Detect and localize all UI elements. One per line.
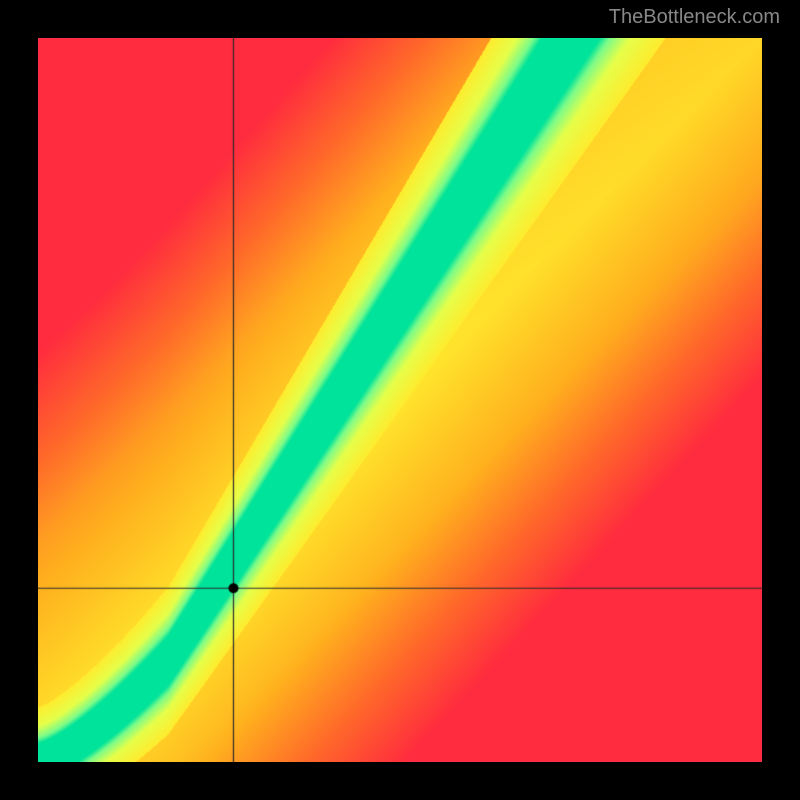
chart-container: TheBottleneck.com	[0, 0, 800, 800]
plot-area	[38, 38, 762, 762]
overlay-canvas	[38, 38, 762, 762]
watermark-text: TheBottleneck.com	[609, 6, 780, 29]
